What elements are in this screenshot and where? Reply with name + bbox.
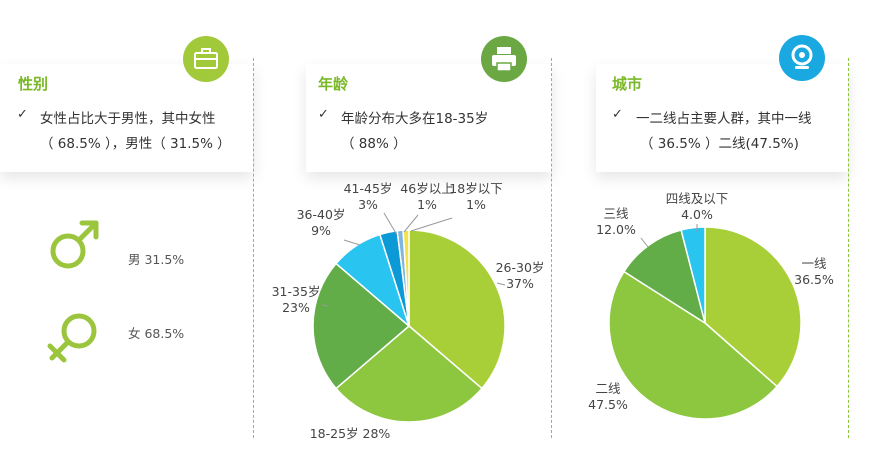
slice-label: 46岁以上 — [400, 181, 453, 196]
leader-line — [410, 217, 453, 232]
gender-line-2: （ 68.5% ），男性（ 31.5% ） — [40, 136, 231, 152]
pie-slice — [622, 229, 707, 325]
divider-3 — [848, 58, 849, 438]
pie-slice — [312, 262, 411, 390]
slice-value-label: 36.5% — [794, 272, 834, 287]
slice-value-label: 47.5% — [588, 397, 628, 412]
divider-1 — [253, 58, 254, 438]
printer-badge — [481, 36, 527, 82]
slice-label: 一线 — [801, 256, 827, 271]
slice-label: 31-35岁 — [272, 284, 321, 299]
female-icon — [47, 313, 97, 363]
age-card — [306, 64, 552, 172]
leader-line — [496, 282, 506, 286]
webcam-badge — [779, 35, 825, 81]
divider-2 — [551, 58, 552, 438]
city-line-2: （ 36.5% ）二线(47.5%) — [640, 136, 799, 152]
slice-value-label: 1% — [417, 197, 437, 212]
slice-value-label: 3% — [358, 197, 378, 212]
leader-line — [383, 212, 398, 236]
slice-value-label: 1% — [466, 197, 486, 212]
pie-slice — [408, 229, 506, 390]
leader-line — [321, 304, 329, 307]
slice-value-label: 12.0% — [596, 222, 636, 237]
age-line-2: （ 88% ） — [341, 136, 407, 152]
leader-line — [403, 214, 419, 233]
slice-label: 41-45岁 — [344, 181, 393, 196]
slice-label: 三线 — [603, 206, 629, 221]
gender-card — [0, 64, 253, 172]
slice-value-label: 4.0% — [681, 207, 713, 222]
pie-slice — [335, 325, 483, 423]
printer-icon — [492, 47, 516, 72]
slice-label: 18岁以下 — [449, 181, 502, 196]
check-icon: ✓ — [17, 107, 28, 122]
city-line-1: 一二线占主要人群，其中一线 — [636, 111, 812, 127]
male-icon — [50, 220, 99, 269]
female-label: 女 68.5% — [128, 326, 185, 341]
briefcase-badge — [183, 36, 229, 82]
slice-value-label: 9% — [311, 223, 331, 238]
gender-title: 性别 — [18, 75, 49, 93]
city-title: 城市 — [612, 75, 643, 93]
age-title: 年龄 — [318, 75, 349, 93]
slice-value-label: 23% — [282, 300, 310, 315]
city-card — [596, 64, 848, 172]
slice-value-label: 37% — [506, 276, 534, 291]
leader-line — [343, 239, 361, 246]
check-icon: ✓ — [612, 107, 623, 122]
leader-line — [640, 237, 649, 248]
slice-label: 四线及以下 — [666, 191, 729, 206]
pie-slice — [680, 226, 706, 324]
slice-label: 18-25岁 28% — [310, 426, 391, 441]
slice-label: 二线 — [595, 381, 621, 396]
age-line-1: 年龄分布大多在18-35岁 — [341, 111, 489, 127]
slice-label: 36-40岁 — [297, 207, 346, 222]
pie-slice — [704, 226, 802, 388]
webcam-icon — [791, 44, 813, 69]
pie-slice — [608, 270, 779, 420]
briefcase-icon — [194, 48, 218, 69]
slice-label: 26-30岁 — [496, 260, 545, 275]
gender-line-1: 女性占比大于男性，其中女性 — [40, 111, 216, 127]
male-label: 男 31.5% — [128, 252, 185, 267]
check-icon: ✓ — [318, 107, 329, 122]
